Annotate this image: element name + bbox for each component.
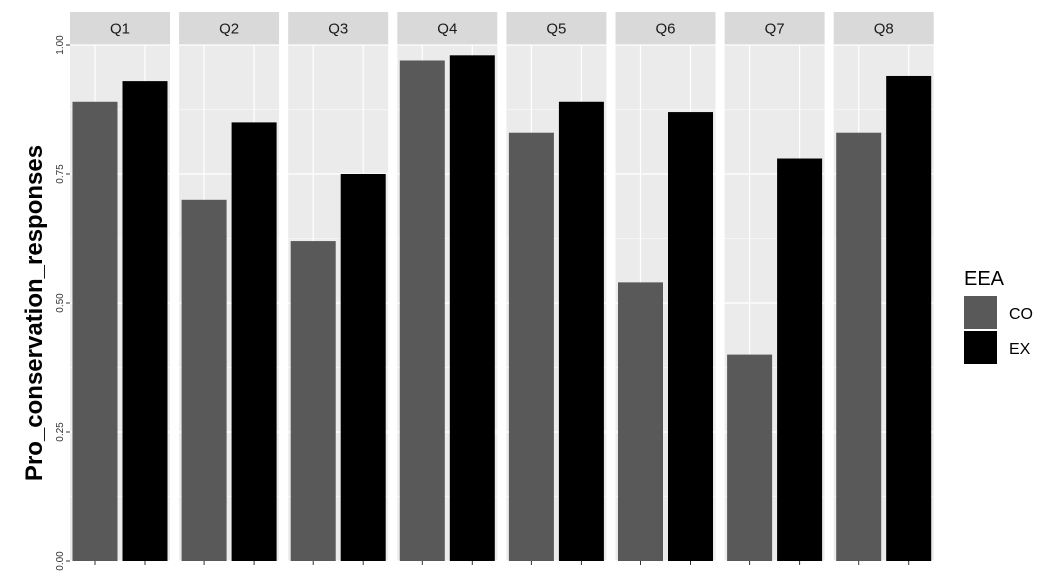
facet-strip — [615, 12, 716, 45]
legend-items: CO EX — [964, 296, 1033, 364]
facet-strip-label: Q1 — [110, 21, 130, 38]
bar-q4-ex — [449, 55, 495, 561]
bar-q1-ex — [122, 81, 168, 562]
facet-panel-q6: Q6 — [615, 12, 716, 565]
facet-strip-label: Q5 — [546, 21, 566, 38]
facet-panel-q3: Q3 — [288, 12, 389, 565]
y-axis-label: Pro_conservation_responses — [21, 145, 48, 481]
facet-strip — [833, 12, 934, 45]
facet-strip-label: Q7 — [765, 21, 785, 38]
facet-panel-q2: Q2 — [179, 12, 280, 565]
legend: EEA CO EX — [964, 268, 1033, 364]
facet-strip-label: Q6 — [655, 21, 675, 38]
bar-q3-ex — [340, 174, 386, 561]
bar-q2-co — [181, 199, 227, 562]
facet-strip — [506, 12, 607, 45]
facet-panel-q4: Q4 — [397, 12, 498, 565]
bar-q1-co — [72, 101, 118, 561]
y-tick-label: 0.25 — [55, 422, 66, 442]
legend-key-co — [964, 296, 997, 329]
facet-strip — [397, 12, 498, 45]
legend-key-ex — [964, 331, 997, 364]
y-axis: 0.00 0.25 0.50 0.75 1.00 — [55, 35, 70, 571]
y-tick-label: 0.75 — [55, 164, 66, 184]
facet-strip-label: Q3 — [328, 21, 348, 38]
bar-q8-ex — [886, 75, 932, 562]
facet-panel-q5: Q5 — [506, 12, 607, 565]
bar-q7-co — [727, 354, 773, 561]
y-tick-label: 1.00 — [55, 35, 66, 55]
bar-q6-ex — [668, 112, 713, 561]
y-tick-label: 0.50 — [55, 293, 66, 313]
facet-panel-q7: Q7 — [724, 12, 825, 565]
facet-strip-label: Q4 — [437, 21, 457, 38]
facet-strip — [179, 12, 280, 45]
facet-panel-q8: Q8 — [833, 12, 934, 565]
bar-q8-co — [836, 132, 882, 561]
legend-title: EEA — [964, 268, 1005, 290]
bar-q7-ex — [777, 158, 823, 561]
bar-q2-ex — [231, 122, 277, 562]
bar-q5-ex — [558, 101, 604, 561]
bar-q6-co — [618, 282, 663, 561]
bar-q4-co — [399, 60, 445, 561]
facet-strip-label: Q8 — [874, 21, 894, 38]
facet-strip — [288, 12, 389, 45]
legend-label-co: CO — [1009, 306, 1033, 323]
facet-strip-label: Q2 — [219, 21, 239, 38]
y-tick-label: 0.00 — [55, 551, 66, 571]
facet-strip — [70, 12, 170, 45]
legend-label-ex: EX — [1009, 341, 1031, 358]
bar-q5-co — [508, 132, 554, 561]
facet-panels: Q1 Q2 Q3 Q4 Q5 Q6 Q7 Q8 — [70, 12, 934, 565]
facet-strip — [724, 12, 825, 45]
facet-panel-q1: Q1 — [70, 12, 170, 565]
bar-q3-co — [290, 241, 336, 561]
